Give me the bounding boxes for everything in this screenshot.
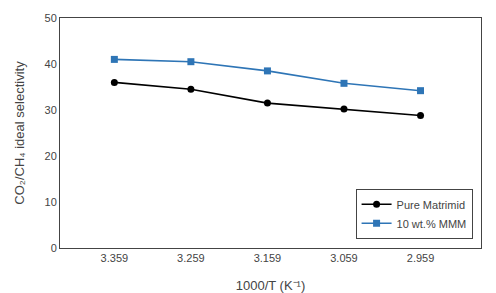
svg-text:50: 50 bbox=[45, 12, 57, 24]
svg-text:CO₂/CH₄ ideal selectivity: CO₂/CH₄ ideal selectivity bbox=[12, 61, 27, 205]
svg-text:10 wt.% MMM: 10 wt.% MMM bbox=[397, 218, 467, 230]
svg-text:3.259: 3.259 bbox=[177, 252, 205, 264]
svg-text:Pure Matrimid: Pure Matrimid bbox=[397, 199, 465, 211]
svg-text:2.959: 2.959 bbox=[407, 252, 435, 264]
svg-text:3.059: 3.059 bbox=[330, 252, 358, 264]
svg-text:3.359: 3.359 bbox=[101, 252, 129, 264]
svg-text:1000/T (K⁻¹): 1000/T (K⁻¹) bbox=[236, 278, 306, 293]
svg-text:3.159: 3.159 bbox=[254, 252, 282, 264]
svg-text:30: 30 bbox=[45, 104, 57, 116]
svg-text:0: 0 bbox=[51, 242, 57, 254]
svg-text:40: 40 bbox=[45, 58, 57, 70]
svg-text:10: 10 bbox=[45, 196, 57, 208]
svg-text:20: 20 bbox=[45, 150, 57, 162]
